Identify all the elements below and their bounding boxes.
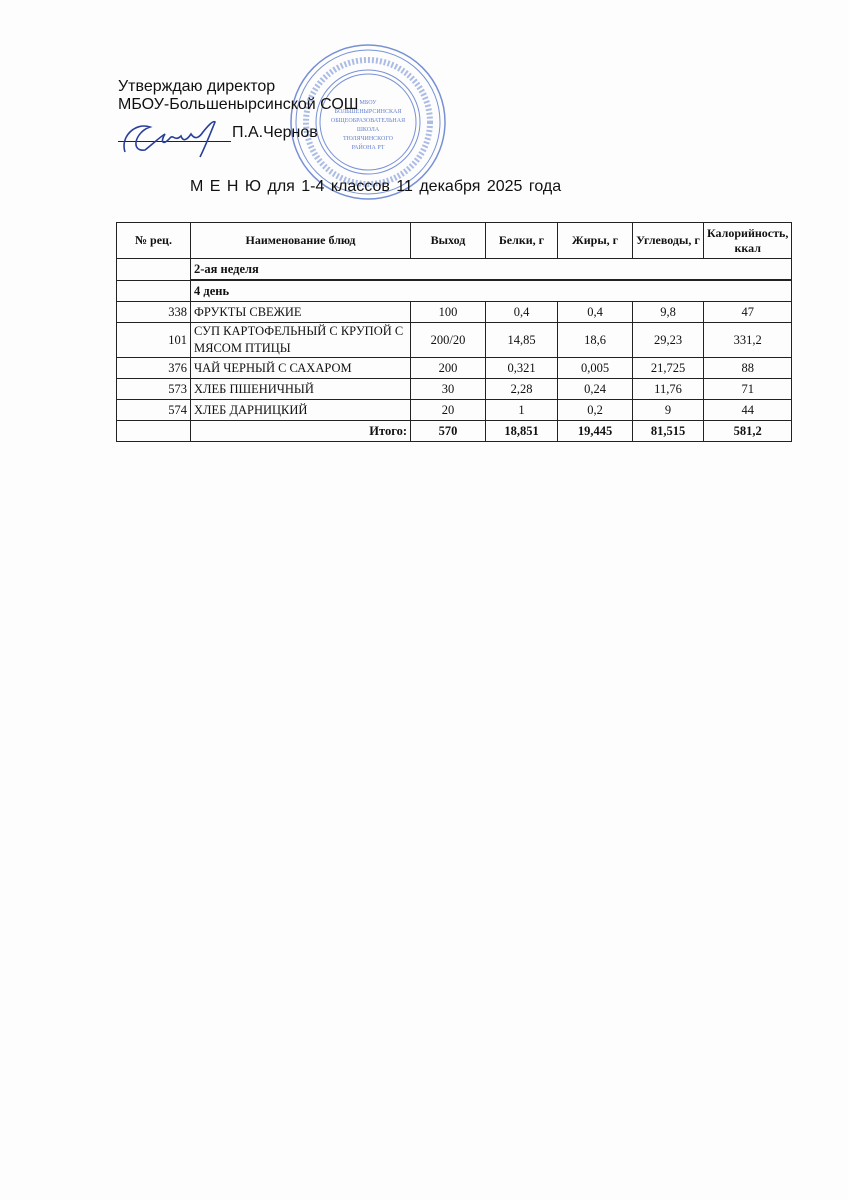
- dish-name: ЧАЙ ЧЕРНЫЙ С САХАРОМ: [190, 357, 411, 379]
- dish-name: ХЛЕБ ПШЕНИЧНЫЙ: [190, 378, 411, 400]
- day-row: 4 день: [116, 279, 793, 302]
- recipe-number: 574: [116, 399, 191, 421]
- dish-name: СУП КАРТОФЕЛЬНЫЙ С КРУПОЙ С МЯСОМ ПТИЦЫ: [190, 322, 411, 358]
- fat: 0,005: [557, 357, 633, 379]
- svg-text:МБОУ: МБОУ: [360, 100, 378, 106]
- carbs: 21,725: [632, 357, 704, 379]
- output: 20: [410, 399, 486, 421]
- protein: 0,4: [485, 301, 558, 323]
- total-label: Итого:: [190, 420, 411, 442]
- table-row: 376 ЧАЙ ЧЕРНЫЙ С САХАРОМ 200 0,321 0,005 21,7…: [116, 357, 793, 379]
- carbs: 9: [632, 399, 704, 421]
- signature-line: [118, 141, 231, 142]
- director-name: П.А.Чернов: [232, 124, 318, 141]
- carbs: 11,76: [632, 378, 704, 400]
- svg-text:ТЮЛЯЧИНСКОГО: ТЮЛЯЧИНСКОГО: [343, 136, 394, 142]
- page-title: М Е Н Ю для 1-4 классов 11 декабря 2025 …: [190, 178, 562, 195]
- protein: 14,85: [485, 322, 558, 358]
- total-fat: 19,445: [557, 420, 633, 442]
- week-row: 2-ая неделя: [116, 258, 793, 281]
- kcal: 88: [702, 357, 793, 379]
- col-recipe: № рец.: [116, 222, 191, 259]
- total-kcal: 581,2: [702, 420, 793, 442]
- kcal: 44: [702, 399, 793, 421]
- col-name: Наименование блюд: [190, 222, 411, 259]
- signature: [123, 120, 216, 158]
- carbs: 9,8: [632, 301, 704, 323]
- official-stamp: МБОУ БОЛЬШЕНЫРСИНСКАЯ ОБЩЕОБРАЗОВАТЕЛЬНА…: [290, 44, 446, 200]
- svg-text:РАЙОНА РТ: РАЙОНА РТ: [352, 143, 385, 151]
- output: 200: [410, 357, 486, 379]
- day-label: 4 день: [189, 279, 793, 302]
- col-fat: Жиры, г: [557, 222, 633, 259]
- protein: 2,28: [485, 378, 558, 400]
- output: 30: [410, 378, 486, 400]
- col-protein: Белки, г: [485, 222, 558, 259]
- col-kcal: Калорийность, ккал: [702, 222, 793, 259]
- svg-text:ШКОЛА: ШКОЛА: [357, 127, 380, 133]
- table-row: 338 ФРУКТЫ СВЕЖИЕ 100 0,4 0,4 9,8 47: [116, 301, 793, 323]
- recipe-number: 376: [116, 357, 191, 379]
- output: 200/20: [410, 322, 486, 358]
- fat: 0,4: [557, 301, 633, 323]
- carbs: 29,23: [632, 322, 704, 358]
- recipe-number: 338: [116, 301, 191, 323]
- total-output: 570: [410, 420, 486, 442]
- dish-name: ХЛЕБ ДАРНИЦКИЙ: [190, 399, 411, 421]
- week-label: 2-ая неделя: [189, 258, 793, 281]
- protein: 0,321: [485, 357, 558, 379]
- output: 100: [410, 301, 486, 323]
- kcal: 47: [702, 301, 793, 323]
- col-carbs: Углеводы, г: [632, 222, 704, 259]
- table-row: 574 ХЛЕБ ДАРНИЦКИЙ 20 1 0,2 9 44: [116, 399, 793, 421]
- fat: 18,6: [557, 322, 633, 358]
- kcal: 331,2: [702, 322, 793, 358]
- approval-label: Утверждаю директор: [118, 78, 276, 95]
- protein: 1: [485, 399, 558, 421]
- dish-name: ФРУКТЫ СВЕЖИЕ: [190, 301, 411, 323]
- svg-text:ОБЩЕОБРАЗОВАТЕЛЬНАЯ: ОБЩЕОБРАЗОВАТЕЛЬНАЯ: [331, 118, 405, 124]
- col-output: Выход: [410, 222, 486, 259]
- table-row: 101 СУП КАРТОФЕЛЬНЫЙ С КРУПОЙ С МЯСОМ ПТИ…: [116, 322, 793, 358]
- recipe-number: 101: [116, 322, 191, 358]
- menu-table: № рец. Наименование блюд Выход Белки, г …: [116, 222, 793, 442]
- total-protein: 18,851: [485, 420, 558, 442]
- total-carbs: 81,515: [632, 420, 704, 442]
- svg-text:БОЛЬШЕНЫРСИНСКАЯ: БОЛЬШЕНЫРСИНСКАЯ: [335, 109, 402, 115]
- fat: 0,2: [557, 399, 633, 421]
- fat: 0,24: [557, 378, 633, 400]
- table-header-row: № рец. Наименование блюд Выход Белки, г …: [116, 222, 793, 259]
- school-name: МБОУ-Большенырсинской СОШ: [118, 96, 359, 113]
- kcal: 71: [702, 378, 793, 400]
- total-row: Итого: 570 18,851 19,445 81,515 581,2: [116, 420, 793, 442]
- recipe-number: 573: [116, 378, 191, 400]
- table-row: 573 ХЛЕБ ПШЕНИЧНЫЙ 30 2,28 0,24 11,76 71: [116, 378, 793, 400]
